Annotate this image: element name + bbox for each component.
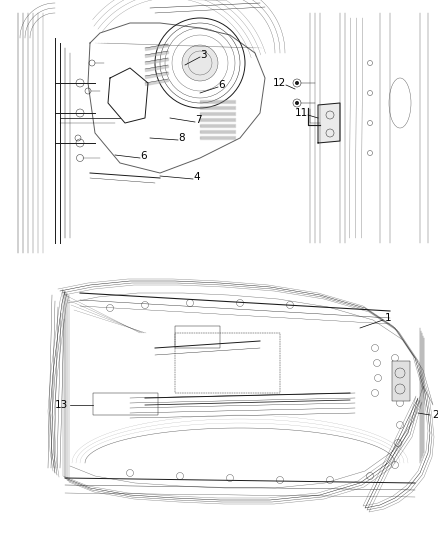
Text: 13: 13 bbox=[55, 400, 68, 410]
Bar bbox=[175, 326, 220, 348]
Text: 1: 1 bbox=[385, 313, 392, 323]
Circle shape bbox=[182, 45, 218, 81]
Text: 8: 8 bbox=[178, 133, 185, 143]
Polygon shape bbox=[318, 103, 340, 143]
Text: 6: 6 bbox=[218, 80, 225, 90]
Text: 6: 6 bbox=[140, 151, 147, 161]
Bar bbox=[175, 333, 280, 393]
FancyBboxPatch shape bbox=[93, 393, 158, 415]
Text: 4: 4 bbox=[193, 172, 200, 182]
Text: 12: 12 bbox=[273, 78, 286, 88]
Text: 2: 2 bbox=[432, 410, 438, 420]
Bar bbox=[392, 361, 410, 401]
Text: 7: 7 bbox=[195, 115, 201, 125]
Circle shape bbox=[295, 81, 299, 85]
Circle shape bbox=[295, 101, 299, 105]
Text: 3: 3 bbox=[200, 50, 207, 60]
Text: 11: 11 bbox=[295, 108, 308, 118]
